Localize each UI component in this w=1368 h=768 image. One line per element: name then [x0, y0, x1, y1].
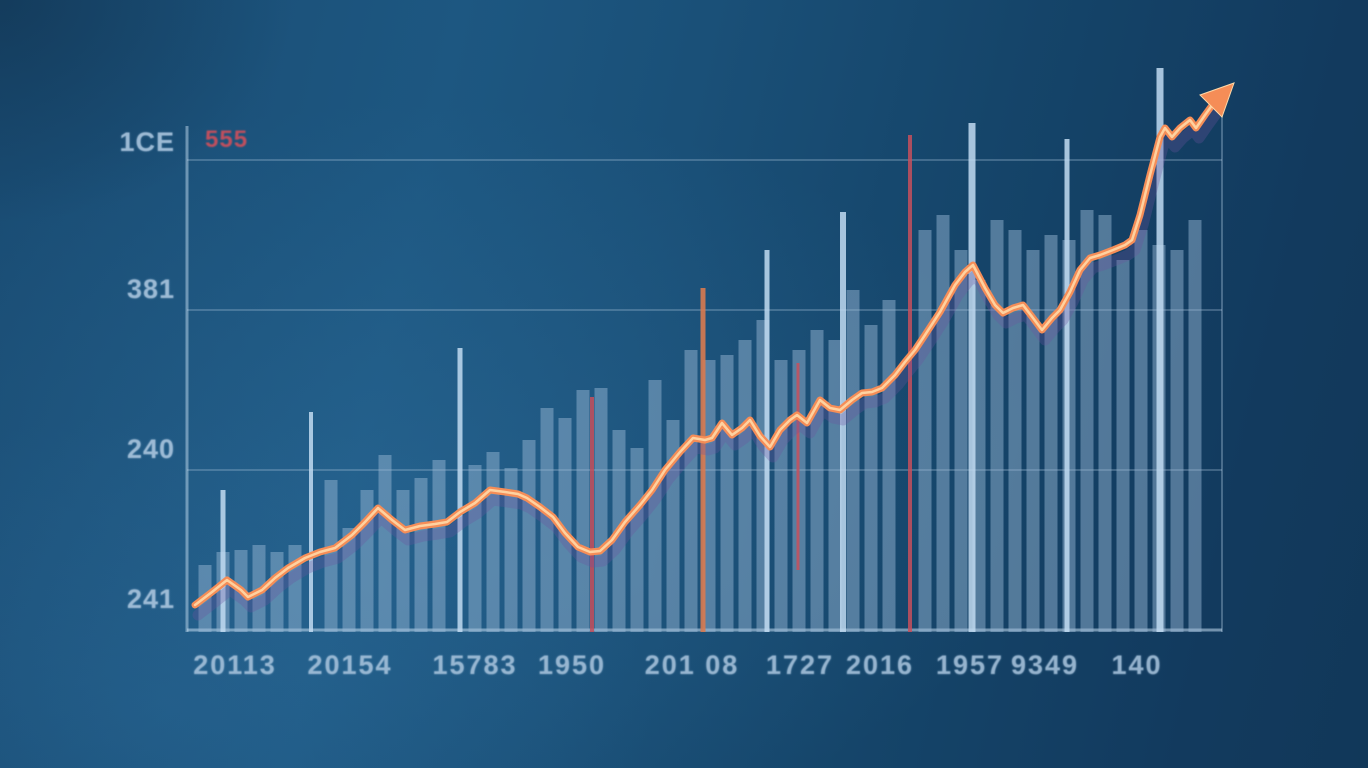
- y-tick-label: 241: [126, 584, 175, 614]
- volume-bar: [684, 350, 698, 632]
- volume-bar: [522, 440, 536, 632]
- volume-bar: [576, 390, 590, 632]
- volume-bar: [324, 480, 338, 632]
- volume-bar: [666, 420, 680, 632]
- volume-bar: [378, 455, 392, 632]
- colored-wick-bar: [908, 135, 912, 632]
- tall-wick-bar: [309, 412, 313, 632]
- volume-bar: [864, 325, 878, 632]
- volume-bar: [702, 360, 716, 632]
- volume-bar: [1170, 250, 1184, 632]
- price-line-highlight: [193, 102, 1215, 607]
- tall-wick-bar: [968, 123, 976, 632]
- colored-wick-bar: [590, 397, 594, 632]
- tall-wick-bar: [840, 212, 846, 632]
- y-tick-label: 240: [126, 434, 175, 464]
- volume-bar: [486, 452, 500, 632]
- volume-bar: [1044, 235, 1058, 632]
- volume-bar: [630, 448, 644, 632]
- volume-bar: [954, 250, 968, 632]
- volume-bar: [396, 490, 410, 632]
- volume-bar: [828, 340, 842, 632]
- volume-bar: [936, 215, 950, 632]
- x-tick-label: 2016: [845, 650, 915, 680]
- volume-bar: [342, 528, 356, 632]
- volume-bar: [990, 220, 1004, 632]
- volume-bar: [738, 340, 752, 632]
- red-annotation-label: 555: [205, 126, 249, 153]
- tall-wick-bar: [457, 348, 463, 632]
- x-tick-label: 15783: [432, 650, 518, 680]
- volume-bar: [540, 408, 554, 632]
- colored-wick-bar: [700, 288, 706, 632]
- volume-bar: [1134, 230, 1148, 632]
- volume-bar: [504, 468, 518, 632]
- x-tick-label: 201 08: [644, 650, 740, 680]
- volume-bar: [918, 230, 932, 632]
- x-tick-label: 1957: [935, 650, 1005, 680]
- volume-bar: [1098, 215, 1112, 632]
- volume-bar: [1116, 260, 1130, 632]
- volume-bar: [1008, 230, 1022, 632]
- volume-bar: [558, 418, 572, 632]
- tall-wick-bar: [1064, 139, 1070, 632]
- volume-bar: [414, 478, 428, 632]
- colored-wick-bar: [796, 363, 800, 570]
- volume-bar: [972, 280, 986, 632]
- volume-bar: [432, 460, 446, 632]
- volume-bar: [1026, 250, 1040, 632]
- volume-bar: [594, 388, 608, 632]
- volume-bar: [846, 290, 860, 632]
- volume-bar: [1188, 220, 1202, 632]
- tall-wick-bar: [1156, 68, 1164, 632]
- tall-wick-bar: [220, 490, 226, 632]
- x-tick-label: 20113: [193, 650, 277, 680]
- y-tick-label: 381: [126, 274, 175, 304]
- volume-bar: [720, 355, 734, 632]
- volume-bar: [810, 330, 824, 632]
- price-line-shadow: [192, 108, 1222, 621]
- y-tick-label: 1CE: [119, 127, 175, 157]
- volume-bar: [648, 380, 662, 632]
- x-tick-label: 20154: [307, 650, 393, 680]
- x-tick-label: 1727: [765, 650, 835, 680]
- trend-arrow-icon: [1199, 82, 1235, 118]
- volume-bar: [882, 300, 896, 632]
- volume-bar: [774, 360, 788, 632]
- volume-bar: [1080, 210, 1094, 632]
- x-tick-label: 1950: [537, 650, 607, 680]
- x-tick-label: 9349: [1010, 650, 1080, 680]
- x-tick-label: 140: [1111, 650, 1163, 680]
- volume-bar: [468, 465, 482, 632]
